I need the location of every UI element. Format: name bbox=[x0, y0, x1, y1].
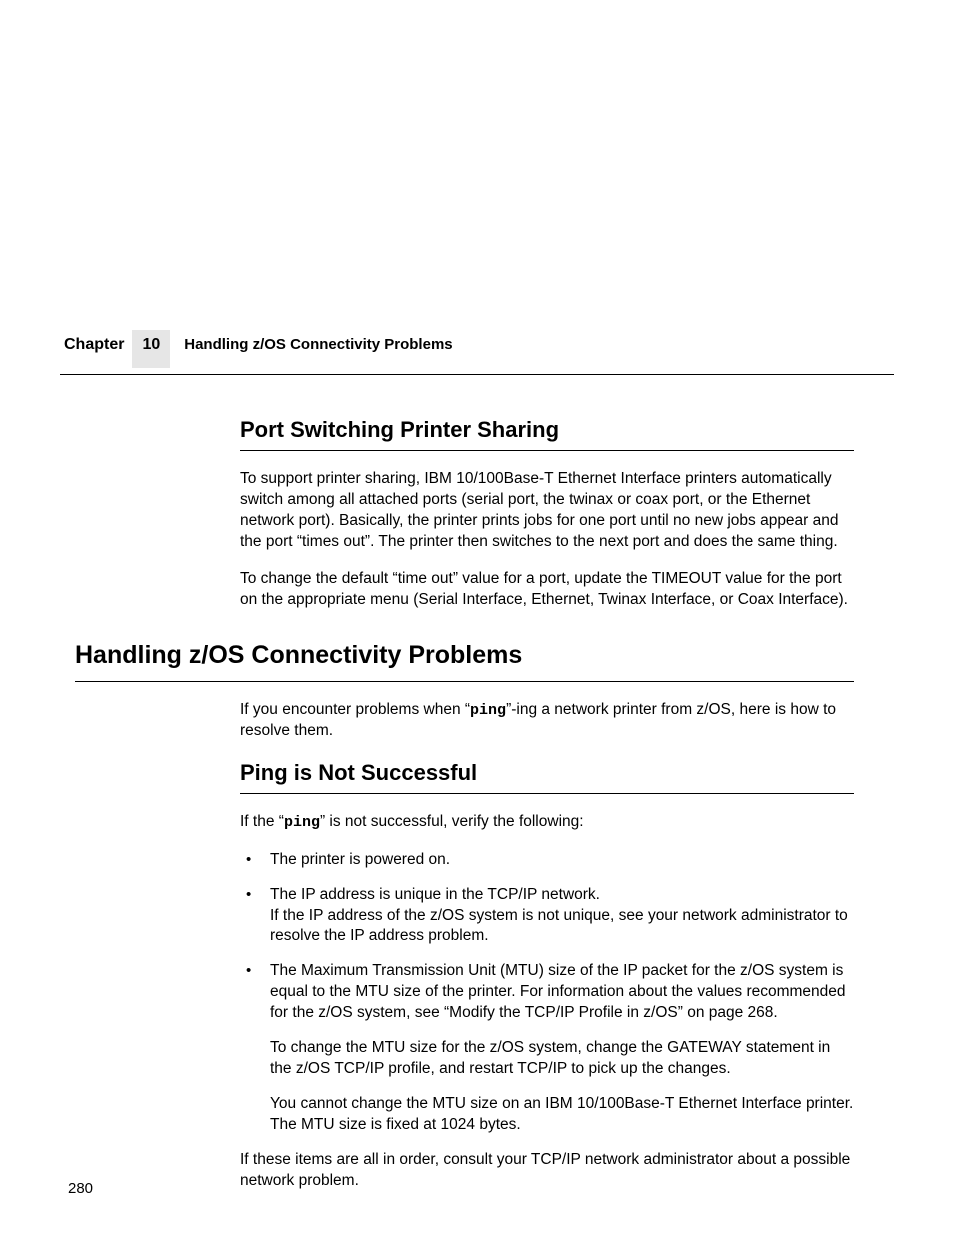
section-heading-handling-zos: Handling z/OS Connectivity Problems bbox=[75, 639, 854, 682]
text-run: ” is not successful, verify the followin… bbox=[320, 813, 584, 830]
code-text: ping bbox=[284, 814, 320, 831]
list-item: The Maximum Transmission Unit (MTU) size… bbox=[240, 961, 854, 1135]
sub-paragraph: To change the MTU size for the z/OS syst… bbox=[270, 1038, 854, 1080]
text-run: If you encounter problems when “ bbox=[240, 701, 470, 718]
paragraph: If the “ping” is not successful, verify … bbox=[240, 812, 854, 833]
header-title: Handling z/OS Connectivity Problems bbox=[184, 335, 452, 355]
paragraph: To change the default “time out” value f… bbox=[240, 569, 854, 611]
chapter-number: 10 bbox=[132, 330, 170, 368]
page-container: Chapter 10 Handling z/OS Connectivity Pr… bbox=[0, 0, 954, 1192]
text-run: If the IP address of the z/OS system is … bbox=[270, 907, 848, 945]
bullet-list: The printer is powered on. The IP addres… bbox=[240, 850, 854, 1136]
body-content: Port Switching Printer Sharing To suppor… bbox=[240, 415, 854, 1192]
text-run: The IP address is unique in the TCP/IP n… bbox=[270, 886, 600, 903]
sub-paragraph: You cannot change the MTU size on an IBM… bbox=[270, 1094, 854, 1136]
text-run: The printer is powered on. bbox=[270, 851, 450, 868]
section-heading-port-switching: Port Switching Printer Sharing bbox=[240, 415, 854, 452]
running-header: Chapter 10 Handling z/OS Connectivity Pr… bbox=[60, 330, 894, 375]
chapter-label: Chapter bbox=[60, 330, 132, 368]
list-item: The printer is powered on. bbox=[240, 850, 854, 871]
text-run: If the “ bbox=[240, 813, 284, 830]
text-run: The Maximum Transmission Unit (MTU) size… bbox=[270, 962, 846, 1021]
list-item: The IP address is unique in the TCP/IP n… bbox=[240, 885, 854, 948]
page-number: 280 bbox=[68, 1179, 93, 1199]
code-text: ping bbox=[470, 702, 506, 719]
paragraph: If these items are all in order, consult… bbox=[240, 1150, 854, 1192]
paragraph: If you encounter problems when “ping”-in… bbox=[240, 700, 854, 742]
section-heading-ping-not-successful: Ping is Not Successful bbox=[240, 758, 854, 795]
paragraph: To support printer sharing, IBM 10/100Ba… bbox=[240, 469, 854, 553]
